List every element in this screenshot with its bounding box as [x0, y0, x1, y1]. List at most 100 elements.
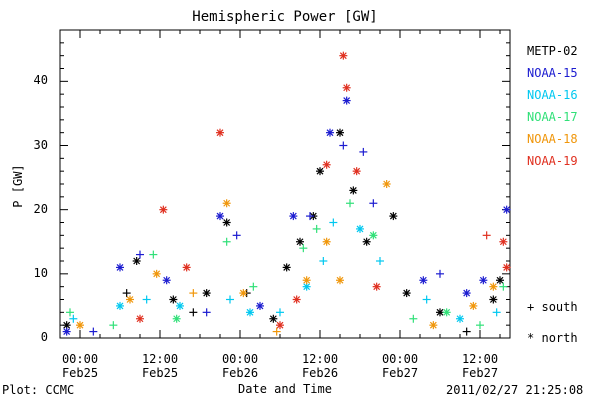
chart-title: Hemispheric Power [GW]: [192, 9, 378, 25]
point-noaa-15-north: [116, 263, 124, 272]
point-noaa-19-north: [499, 237, 508, 246]
x-axis-ticks: [59, 30, 501, 338]
point-noaa-16-south: [319, 257, 328, 265]
point-noaa-16-north: [246, 308, 254, 317]
point-noaa-18-south: [189, 289, 198, 298]
point-noaa-17-south: [346, 199, 354, 208]
x-tick-label-date: Feb26: [221, 366, 259, 380]
point-noaa-16-north: [302, 282, 311, 291]
x-tick-label-time: 00:00: [381, 352, 419, 366]
legend-entry-noaa-17: NOAA-17: [527, 110, 578, 124]
point-noaa-16-south: [276, 308, 284, 317]
x-tick-label-time: 12:00: [301, 352, 339, 366]
point-metp-02-north: [202, 289, 211, 298]
north-marker-symbol: *: [527, 331, 535, 345]
x-tick-label-date: Feb25: [61, 366, 99, 380]
point-noaa-15-north: [256, 301, 264, 310]
point-metp-02-north: [132, 257, 141, 265]
point-noaa-18-north: [302, 276, 311, 285]
point-metp-02-south: [122, 289, 131, 298]
point-metp-02-north: [349, 186, 358, 195]
x-tick-label-date: Feb27: [461, 366, 499, 380]
point-metp-02-north: [496, 276, 504, 285]
x-tick-label-date: Feb27: [381, 366, 419, 380]
point-noaa-15-south: [232, 231, 241, 240]
y-tick-label: 40: [33, 73, 48, 88]
point-metp-02-north: [222, 218, 231, 227]
point-metp-02-north: [269, 314, 278, 323]
point-noaa-19-north: [182, 263, 191, 272]
point-metp-02-north: [282, 263, 291, 272]
point-noaa-16-south: [422, 295, 431, 304]
point-metp-02-south: [189, 308, 198, 317]
point-noaa-18-north: [469, 301, 478, 310]
south-marker-symbol: +: [527, 300, 535, 314]
point-noaa-18-north: [489, 282, 498, 291]
point-metp-02-north: [296, 237, 304, 246]
legend-entry-noaa-19: NOAA-19: [527, 154, 578, 168]
x-axis-label: Date and Time: [238, 382, 332, 396]
data-points: [62, 51, 511, 336]
point-noaa-18-north: [76, 321, 84, 330]
point-noaa-18-north: [126, 295, 134, 304]
point-noaa-18-north: [322, 237, 331, 246]
point-noaa-15-north: [502, 205, 511, 214]
point-noaa-18-north: [239, 289, 248, 298]
point-noaa-15-north: [419, 276, 428, 285]
point-noaa-18-south: [272, 327, 281, 336]
point-noaa-16-south: [376, 257, 384, 265]
point-metp-02-north: [489, 295, 498, 304]
legend-entry-noaa-16: NOAA-16: [527, 88, 578, 102]
point-noaa-18-north: [152, 269, 161, 278]
point-noaa-15-south: [89, 327, 98, 336]
point-noaa-17-south: [499, 282, 508, 291]
point-noaa-16-south: [226, 295, 234, 304]
point-noaa-17-south: [66, 308, 74, 317]
point-noaa-15-north: [479, 276, 488, 285]
x-tick-label-time: 00:00: [61, 352, 99, 366]
point-noaa-17-south: [312, 224, 321, 233]
point-noaa-16-south: [492, 308, 501, 317]
point-noaa-17-north: [369, 231, 378, 240]
point-noaa-15-north: [162, 276, 171, 285]
point-noaa-18-north: [382, 180, 391, 188]
point-noaa-16-south: [69, 314, 78, 323]
x-tick-label-time: 12:00: [461, 352, 499, 366]
y-axis-ticks: [60, 29, 510, 339]
point-noaa-19-north: [136, 314, 144, 323]
north-marker-label: north: [541, 331, 578, 345]
y-tick-label: 30: [33, 137, 48, 152]
point-noaa-16-north: [456, 314, 464, 323]
point-noaa-16-south: [142, 295, 151, 304]
point-metp-02-north: [389, 212, 398, 221]
point-noaa-17-south: [222, 237, 231, 246]
point-noaa-16-south: [329, 218, 338, 227]
point-noaa-17-south: [249, 282, 258, 291]
point-noaa-16-north: [176, 301, 184, 310]
south-marker-label: south: [541, 300, 578, 314]
legend-entry-noaa-15: NOAA-15: [527, 66, 578, 80]
plot-timestamp: 2011/02/27 21:25:08: [446, 383, 584, 397]
point-noaa-15-north: [289, 212, 298, 221]
x-tick-label-time: 00:00: [221, 352, 259, 366]
point-noaa-19-north: [372, 282, 381, 291]
point-metp-02-north: [316, 167, 324, 176]
plot-frame: [59, 29, 511, 339]
point-noaa-19-north: [322, 160, 331, 169]
point-noaa-15-south: [306, 212, 314, 221]
marker-legend-north: * north: [527, 331, 578, 345]
point-noaa-17-south: [476, 321, 484, 330]
point-noaa-17-south: [299, 244, 308, 253]
legend-entry-noaa-18: NOAA-18: [527, 132, 578, 146]
point-metp-02-south: [462, 327, 471, 336]
y-tick-label: 10: [33, 265, 48, 280]
point-noaa-19-north: [352, 167, 361, 176]
legend-entry-metp-02: METP-02: [527, 44, 578, 58]
point-noaa-18-north: [429, 321, 438, 330]
point-noaa-18-north: [222, 199, 231, 208]
point-noaa-19-north: [216, 128, 224, 137]
point-noaa-15-north: [62, 327, 71, 336]
point-noaa-15-north: [462, 289, 471, 298]
point-metp-02-north: [402, 289, 411, 298]
